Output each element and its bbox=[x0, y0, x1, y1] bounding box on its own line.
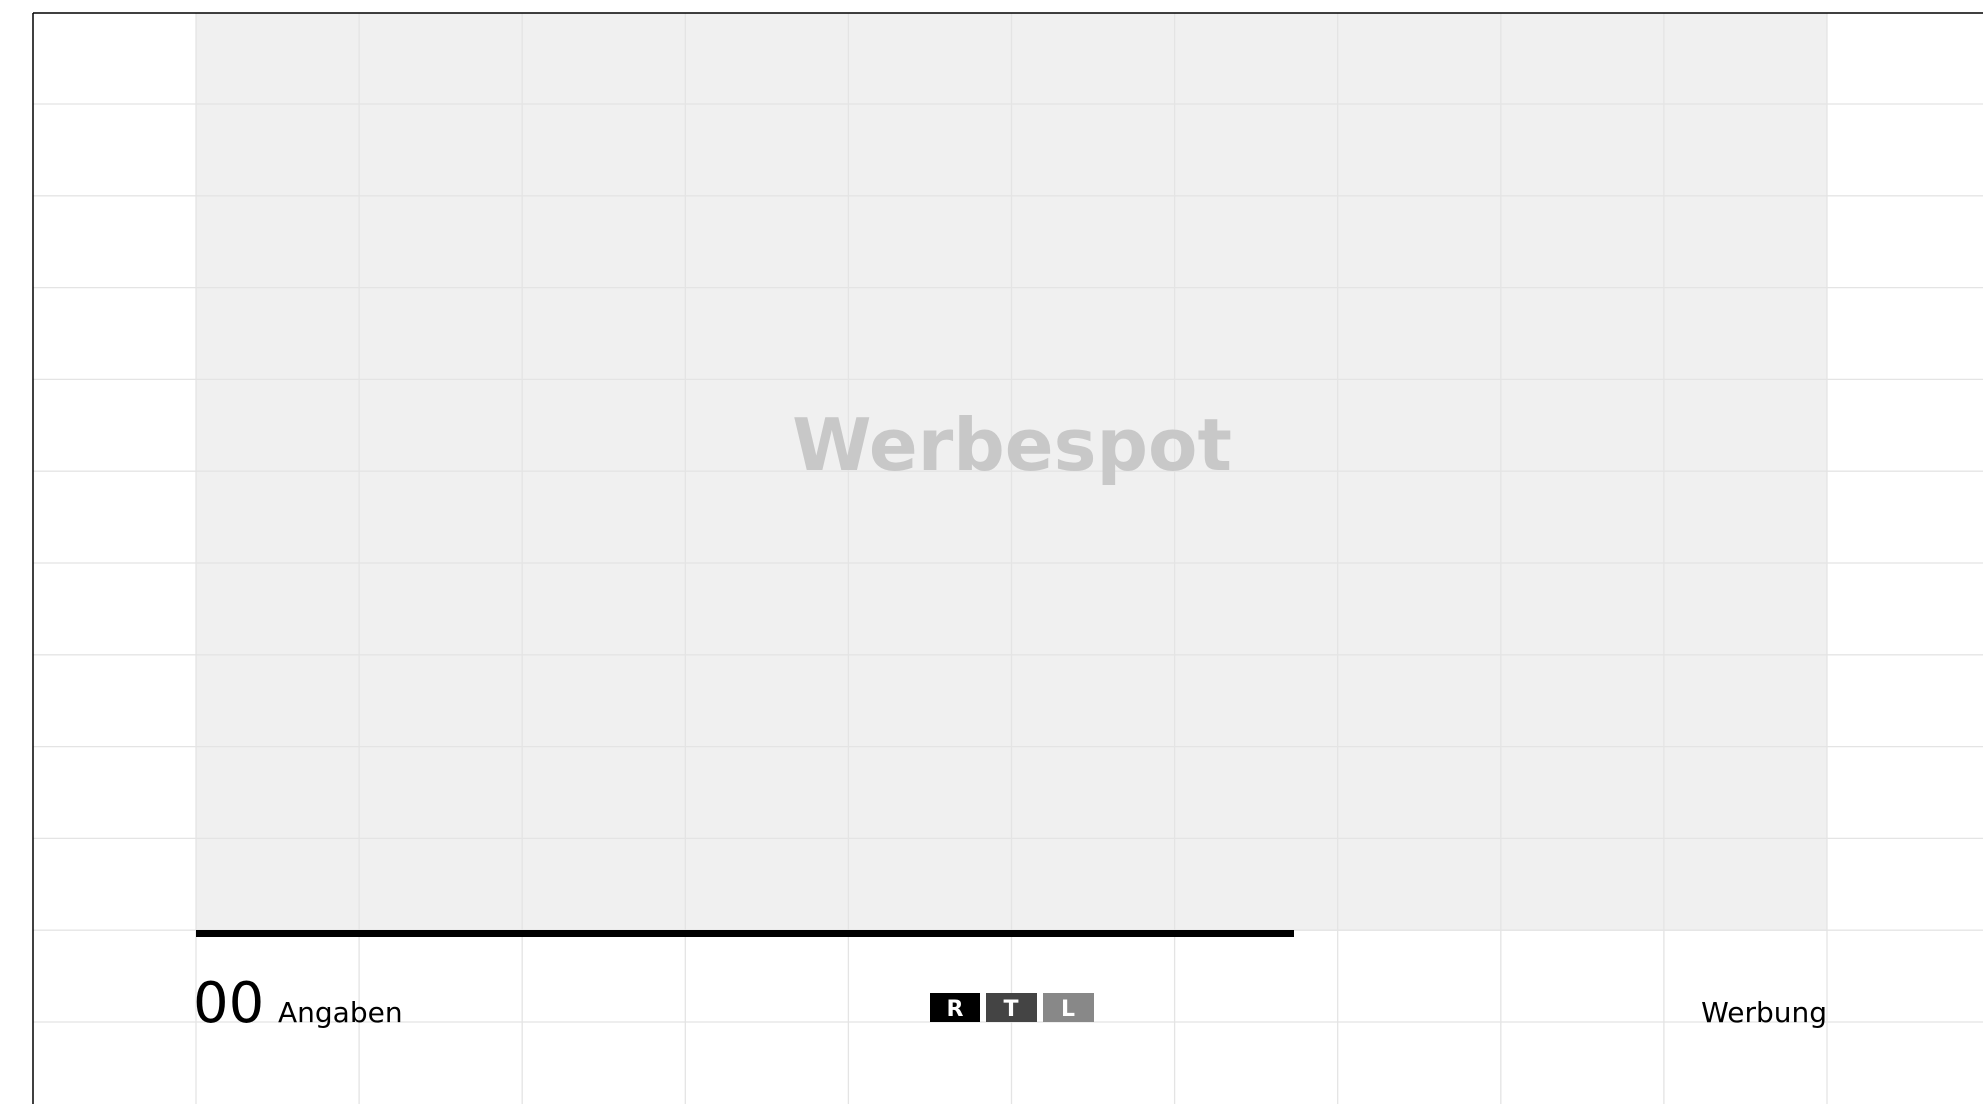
logo-letter: R bbox=[947, 997, 964, 1022]
ad-placeholder: Werbespot bbox=[792, 403, 1232, 487]
logo-box bbox=[930, 993, 980, 1022]
logo-letter: L bbox=[1061, 997, 1075, 1022]
counter-label: Angaben bbox=[278, 996, 403, 1029]
counter: 00 bbox=[193, 971, 264, 1036]
logo-box bbox=[1043, 993, 1094, 1022]
logo-letter: T bbox=[1003, 997, 1018, 1022]
progress-bar bbox=[196, 930, 1294, 937]
logo: R T L bbox=[930, 993, 1094, 1022]
label: Werbung bbox=[1701, 996, 1827, 1029]
logo-box bbox=[986, 993, 1037, 1022]
